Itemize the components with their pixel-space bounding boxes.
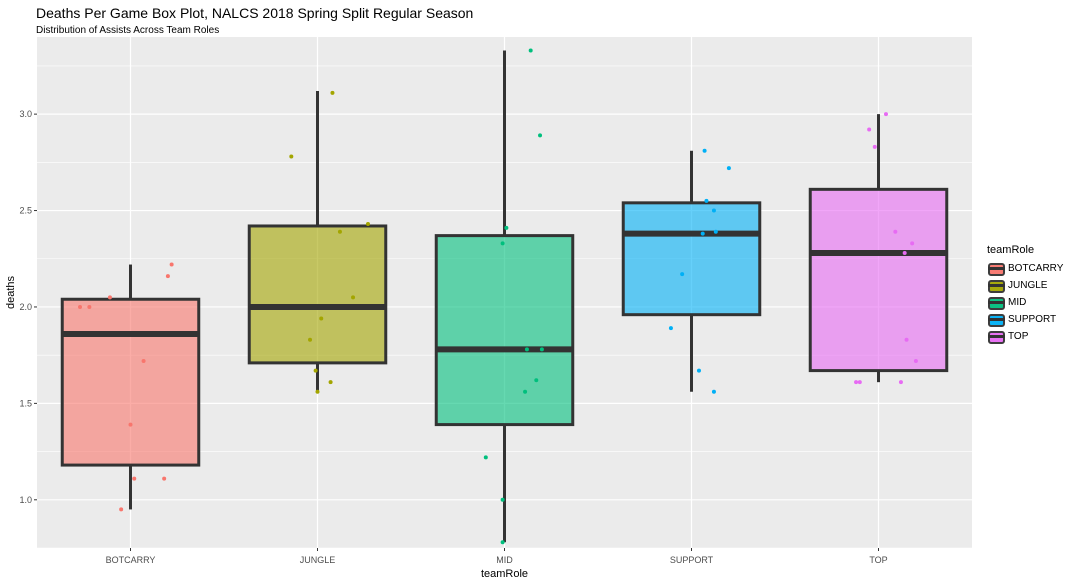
data-point-mid xyxy=(524,347,529,352)
box-mid xyxy=(434,234,575,427)
legend-item-support: SUPPORT xyxy=(987,311,1063,328)
data-point-botcarry xyxy=(87,304,92,309)
data-point-botcarry xyxy=(165,274,170,279)
data-point-support xyxy=(668,326,673,331)
data-point-support xyxy=(726,166,731,171)
data-point-botcarry xyxy=(107,295,112,300)
data-point-mid xyxy=(523,389,528,394)
legend-key-swatch xyxy=(987,262,1005,276)
box-support xyxy=(621,201,762,317)
legend-item-botcarry: BOTCARRY xyxy=(987,260,1063,277)
y-tick-label: 1.5 xyxy=(19,398,32,408)
x-tick-label: JUNGLE xyxy=(300,555,336,565)
data-point-support xyxy=(696,368,701,373)
data-point-mid xyxy=(528,48,533,53)
data-point-support xyxy=(702,148,707,153)
data-point-top xyxy=(872,144,877,149)
data-point-top xyxy=(902,250,907,255)
legend: teamRole BOTCARRY JUNGLE MID SUPPORT TOP xyxy=(987,244,1063,345)
y-tick-label: 3.0 xyxy=(19,109,32,119)
y-axis-title: deaths xyxy=(5,275,17,309)
legend-title: teamRole xyxy=(987,244,1035,256)
legend-item-top: TOP xyxy=(987,328,1063,345)
data-point-support xyxy=(711,389,716,394)
data-point-top xyxy=(913,358,918,363)
data-point-jungle xyxy=(319,316,324,321)
data-point-top xyxy=(898,380,903,385)
data-point-mid xyxy=(483,455,488,460)
x-tick-label: MID xyxy=(496,555,513,565)
data-point-mid xyxy=(504,225,509,230)
legend-label: MID xyxy=(1008,297,1027,308)
legend-key-swatch xyxy=(987,330,1005,344)
y-tick-label: 2.5 xyxy=(19,206,32,216)
data-point-support xyxy=(711,208,716,213)
data-point-botcarry xyxy=(128,422,133,427)
data-point-mid xyxy=(500,497,505,502)
data-point-mid xyxy=(538,133,543,138)
data-point-jungle xyxy=(328,380,333,385)
data-point-jungle xyxy=(289,154,294,159)
data-point-support xyxy=(680,272,685,277)
data-point-top xyxy=(867,127,872,132)
data-point-botcarry xyxy=(132,476,137,481)
data-point-botcarry xyxy=(141,358,146,363)
x-axis-title: teamRole xyxy=(481,568,528,580)
legend-item-jungle: JUNGLE xyxy=(987,277,1063,294)
data-point-botcarry xyxy=(162,476,167,481)
legend-key-swatch xyxy=(987,313,1005,327)
data-point-jungle xyxy=(365,222,370,227)
x-tick-label: TOP xyxy=(869,555,887,565)
legend-key-swatch xyxy=(987,296,1005,310)
legend-item-mid: MID xyxy=(987,294,1063,311)
chart-subtitle: Distribution of Assists Across Team Role… xyxy=(36,25,220,36)
data-point-botcarry xyxy=(169,262,174,267)
data-point-jungle xyxy=(313,368,318,373)
data-point-top xyxy=(910,241,915,246)
x-tick-label: SUPPORT xyxy=(670,555,714,565)
data-point-jungle xyxy=(308,337,313,342)
data-point-top xyxy=(893,229,898,234)
y-tick-label: 2.0 xyxy=(19,302,32,312)
data-point-top xyxy=(904,337,909,342)
legend-label: JUNGLE xyxy=(1008,280,1048,291)
legend-key-swatch xyxy=(987,279,1005,293)
data-point-botcarry xyxy=(119,507,124,512)
legend-label: BOTCARRY xyxy=(1008,263,1064,274)
data-point-support xyxy=(700,231,705,236)
legend-label: TOP xyxy=(1008,331,1029,342)
data-point-mid xyxy=(539,347,544,352)
data-point-jungle xyxy=(337,229,342,234)
data-point-jungle xyxy=(330,90,335,95)
data-point-top xyxy=(883,112,888,117)
y-tick-label: 1.0 xyxy=(19,495,32,505)
data-point-mid xyxy=(534,378,539,383)
legend-label: SUPPORT xyxy=(1008,314,1057,325)
data-point-botcarry xyxy=(78,304,83,309)
box-top xyxy=(808,187,949,373)
chart-title: Deaths Per Game Box Plot, NALCS 2018 Spr… xyxy=(36,5,474,21)
data-point-jungle xyxy=(351,295,356,300)
box-botcarry xyxy=(60,297,201,467)
data-point-jungle xyxy=(315,389,320,394)
data-point-top xyxy=(854,380,859,385)
data-point-support xyxy=(704,198,709,203)
x-tick-label: BOTCARRY xyxy=(106,555,156,565)
data-point-mid xyxy=(500,540,505,545)
data-point-support xyxy=(713,229,718,234)
data-point-mid xyxy=(500,241,505,246)
legend-items: BOTCARRY JUNGLE MID SUPPORT TOP xyxy=(987,260,1063,345)
box-jungle xyxy=(247,224,388,365)
data-point-top xyxy=(857,380,862,385)
